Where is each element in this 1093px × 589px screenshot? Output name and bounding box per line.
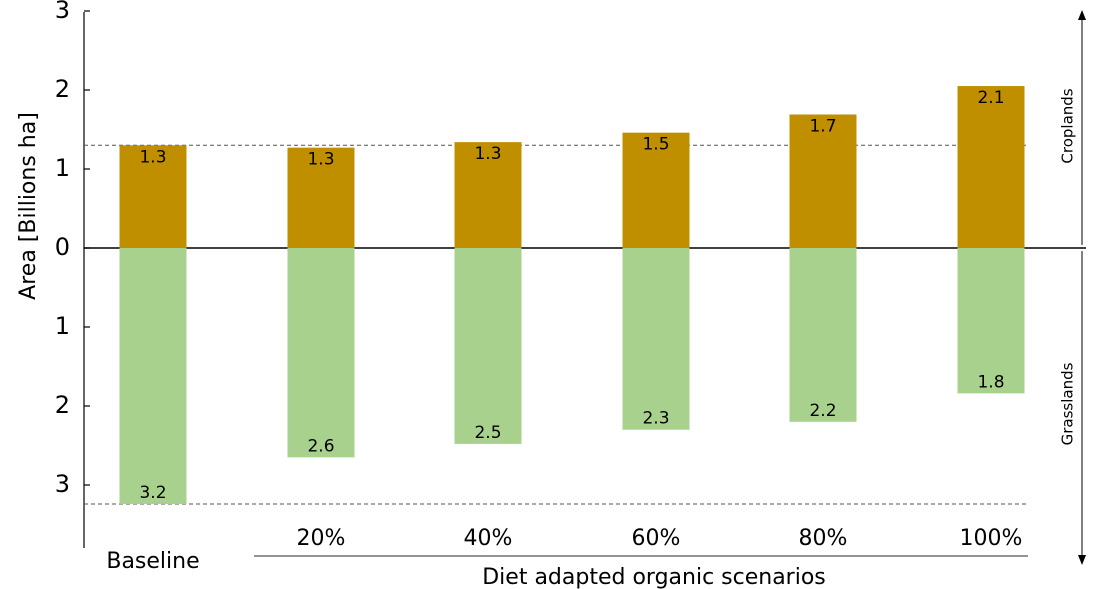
grassland-value-label: 2.5: [474, 423, 501, 443]
x-category-label: 20%: [297, 526, 346, 551]
y-tick-label: 2: [55, 391, 70, 419]
y-axis-title: Area [Billions ha]: [16, 112, 41, 300]
cropland-value-label: 1.3: [307, 150, 334, 170]
cropland-bar: [287, 147, 355, 248]
grassland-bar: [622, 248, 690, 430]
cropland-bar: [957, 86, 1025, 248]
x-category-label: 100%: [960, 526, 1023, 551]
grassland-value-label: 1.8: [977, 372, 1004, 392]
cropland-bar: [454, 142, 522, 248]
grassland-value-label: 2.2: [809, 401, 836, 421]
y-tick-label: 0: [55, 233, 70, 261]
grassland-value-label: 2.3: [642, 409, 669, 429]
x-axis-title: Diet adapted organic scenarios: [482, 565, 826, 589]
croplands-side-label: Croplands: [1059, 88, 1077, 163]
x-category-label: 40%: [464, 526, 513, 551]
cropland-bar: [622, 132, 690, 248]
x-category-label: Baseline: [106, 549, 199, 574]
cropland-value-label: 1.5: [642, 135, 669, 155]
y-tick-label: 3: [55, 470, 70, 498]
cropland-value-label: 1.3: [139, 147, 166, 167]
y-ticks: 3 2 1 0 1 2 3: [55, 0, 90, 498]
data-labels: 1.3 3.2 1.3 2.6 1.3 2.5 1.5 2.3 1.7 2.2 2.1 1.8: [139, 88, 1004, 503]
grassland-bar: [789, 248, 857, 422]
cropland-bar: [119, 145, 187, 248]
cropland-value-label: 1.7: [809, 116, 836, 136]
croplands-arrowhead: [1078, 10, 1086, 20]
grassland-value-label: 3.2: [139, 483, 166, 503]
grassland-value-label: 2.6: [307, 436, 334, 456]
y-tick-label: 3: [55, 0, 70, 24]
y-tick-label: 2: [55, 75, 70, 103]
grassland-bar: [454, 248, 522, 444]
reference-lines: [84, 144, 1028, 505]
cropland-bar: [789, 114, 857, 249]
bars: [119, 86, 1025, 504]
category-labels: Baseline 20% 40% 60% 80% 100%: [106, 526, 1022, 574]
grasslands-side-label: Grasslands: [1059, 362, 1077, 445]
grassland-bar: [119, 248, 187, 504]
cropland-value-label: 1.3: [474, 144, 501, 164]
y-tick-label: 1: [55, 312, 70, 340]
grassland-bar: [957, 248, 1025, 394]
grasslands-arrowhead: [1078, 555, 1086, 565]
cropland-value-label: 2.1: [977, 88, 1004, 108]
x-category-label: 80%: [799, 526, 848, 551]
grassland-bar: [287, 248, 355, 458]
y-tick-label: 1: [55, 154, 70, 182]
x-category-label: 60%: [632, 526, 681, 551]
